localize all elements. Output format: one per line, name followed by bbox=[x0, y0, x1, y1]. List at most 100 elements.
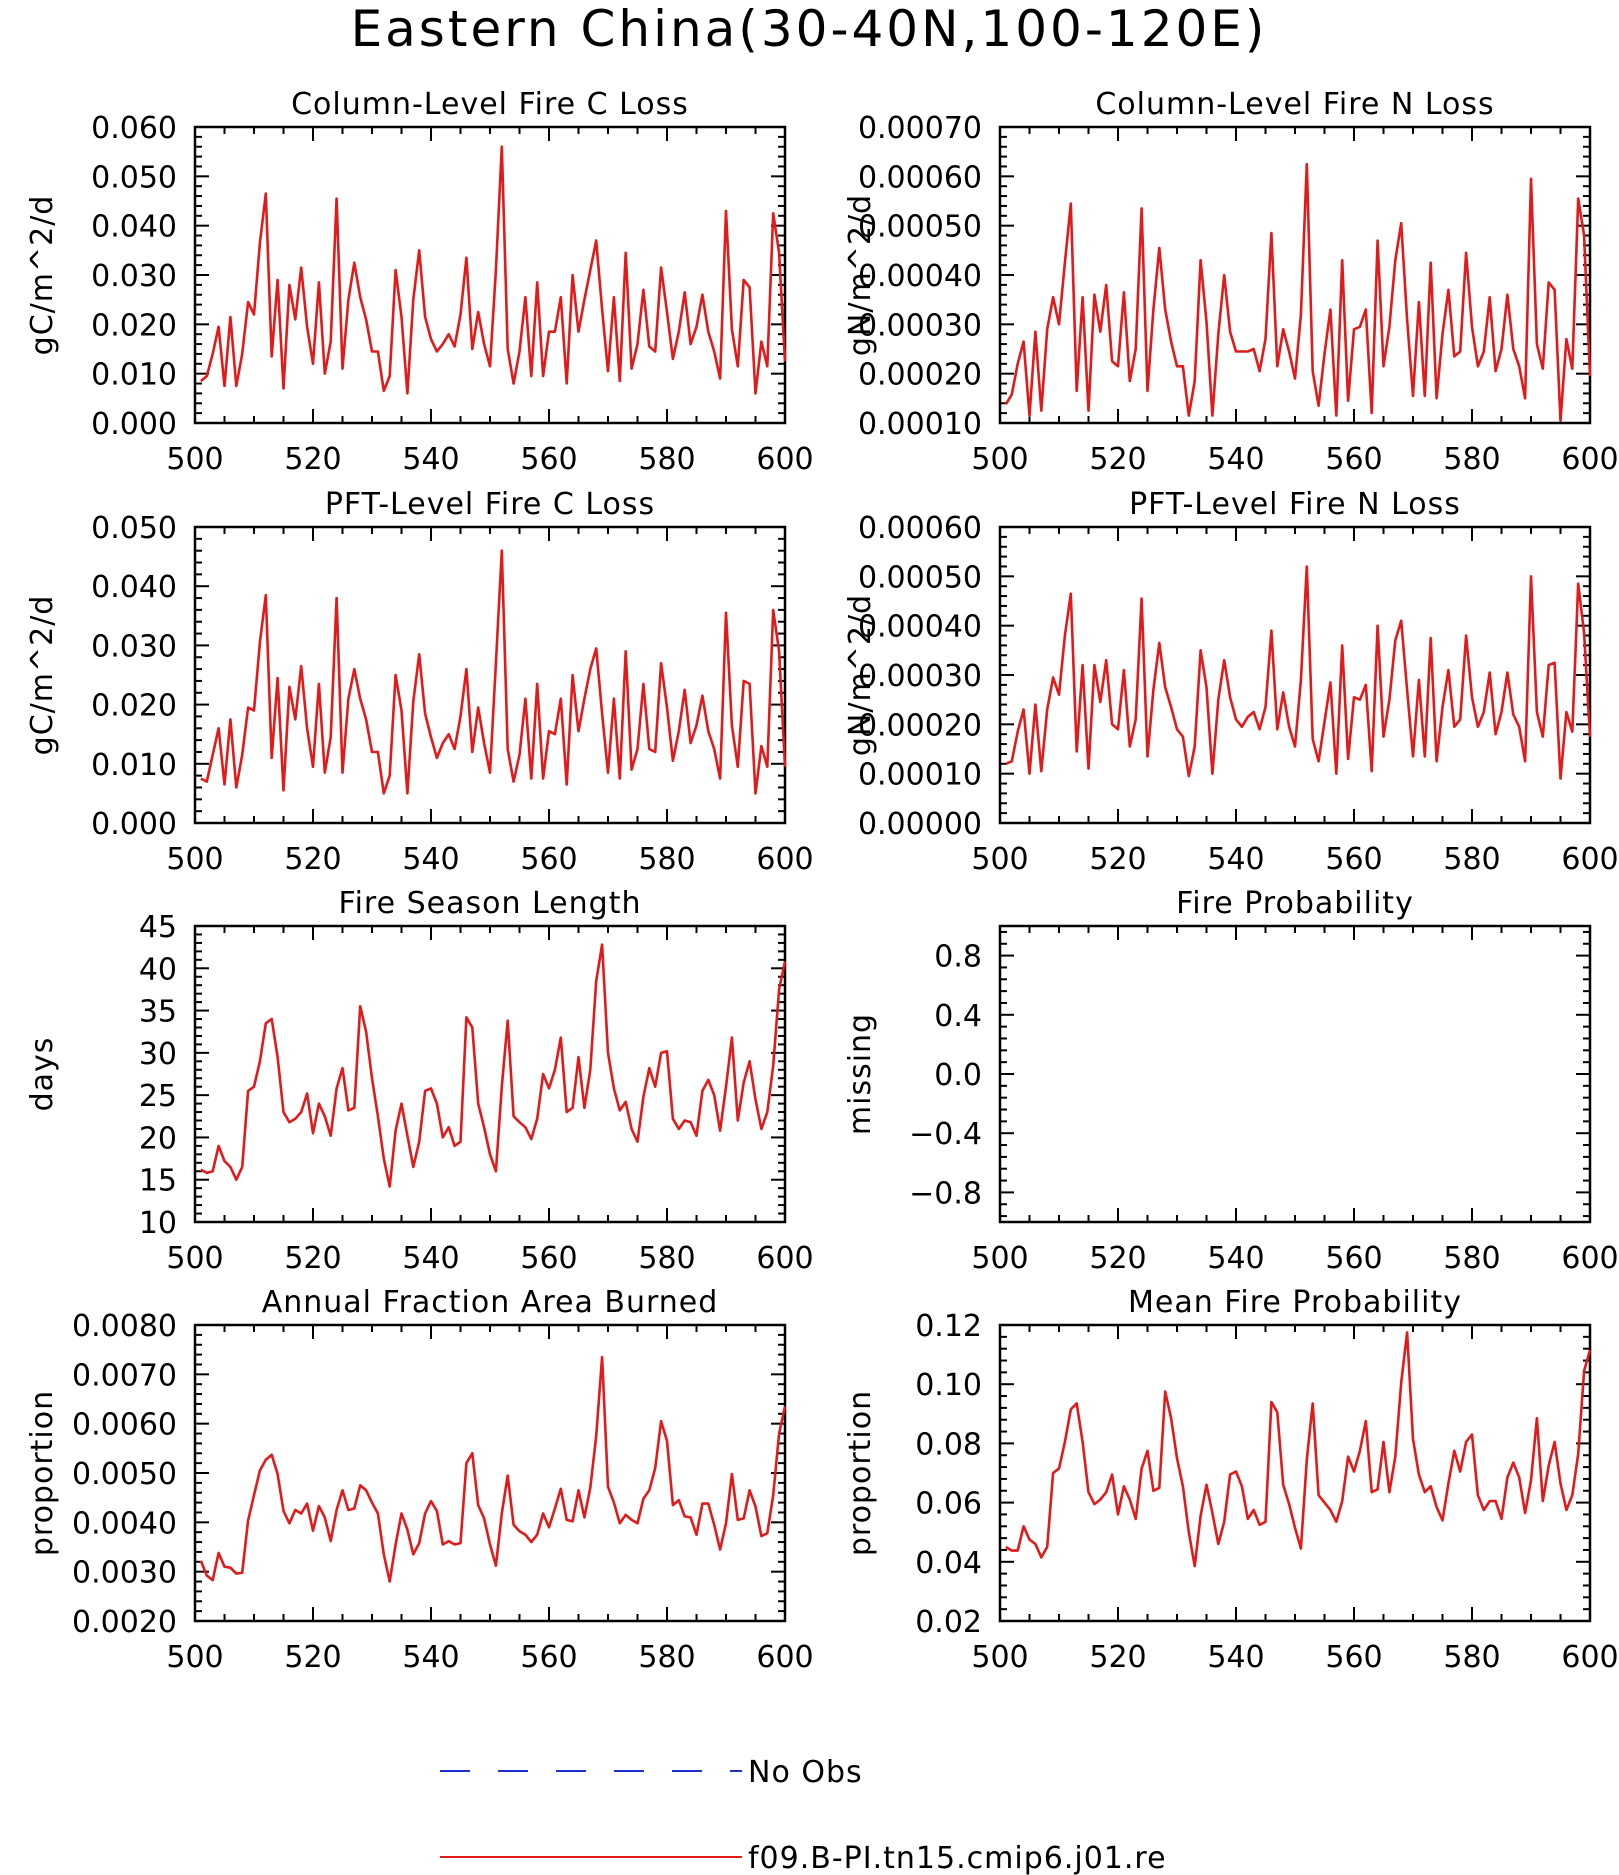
y-tick-label: 0.00030 bbox=[858, 308, 982, 343]
x-tick-label: 520 bbox=[284, 842, 341, 877]
panel-pft-level-fire-c-loss: 500 520 540 560 580 600 0.000 0.010 0.020 0.030 0.… bbox=[25, 487, 814, 877]
x-tick-label: 600 bbox=[756, 1241, 813, 1276]
y-axis-label: days bbox=[25, 1037, 60, 1112]
panel-pft-level-fire-n-loss: 500 520 540 560 580 600 0.00000 0.00010 0.00020 0… bbox=[843, 487, 1619, 877]
y-axis-label: missing bbox=[843, 1013, 878, 1135]
y-tick-label: 0.0 bbox=[934, 1058, 982, 1093]
x-tick-label: 560 bbox=[520, 442, 577, 477]
x-tick-label: 540 bbox=[1207, 1241, 1264, 1276]
x-tick-label: 600 bbox=[1561, 442, 1618, 477]
y-tick-label: 0.00020 bbox=[858, 708, 982, 743]
figure-title: Eastern China(30-40N,100-120E) bbox=[351, 0, 1268, 58]
x-tick-label: 500 bbox=[166, 842, 223, 877]
y-tick-label: 0.00040 bbox=[858, 610, 982, 645]
series-line-annual-fraction-area-burned bbox=[199, 1355, 787, 1583]
y-tick-label: 0.0020 bbox=[72, 1605, 177, 1640]
y-tick-label: 0.0050 bbox=[72, 1457, 177, 1492]
legend: No Obs f09.B-PI.tn15.cmip6.j01.re bbox=[440, 1755, 1167, 1875]
y-tick-label: 0.050 bbox=[91, 160, 177, 195]
x-tick-label: 520 bbox=[284, 1640, 341, 1675]
series-line-pft-level-fire-c-loss bbox=[200, 549, 787, 795]
series-line-fire-season-length bbox=[200, 943, 787, 1188]
x-tick-label: 600 bbox=[1561, 842, 1618, 877]
y-tick-label: 0.00040 bbox=[858, 259, 982, 294]
x-tick-label: 560 bbox=[520, 1241, 577, 1276]
x-tick-label: 540 bbox=[402, 442, 459, 477]
x-tick-label: 540 bbox=[402, 842, 459, 877]
y-tick-label: 0.00000 bbox=[858, 807, 982, 842]
y-tick-label: 25 bbox=[139, 1079, 177, 1114]
legend-label-model: f09.B-PI.tn15.cmip6.j01.re bbox=[748, 1841, 1167, 1875]
x-tick-label: 540 bbox=[1207, 842, 1264, 877]
x-tick-label: 520 bbox=[284, 442, 341, 477]
y-tick-label: 0.0060 bbox=[72, 1408, 177, 1443]
panel-title: Fire Season Length bbox=[339, 886, 642, 921]
y-tick-label: 0.0030 bbox=[72, 1556, 177, 1591]
x-tick-label: 600 bbox=[756, 842, 813, 877]
panel-column-level-fire-n-loss: 500 520 540 560 580 600 0.00010 0.00020 0.00030 0… bbox=[843, 87, 1619, 477]
y-axis-label: gC/m^2/d bbox=[25, 195, 60, 356]
x-tick-label: 580 bbox=[1443, 442, 1500, 477]
x-tick-label: 540 bbox=[402, 1241, 459, 1276]
panel-mean-fire-probability: 500 520 540 560 580 600 0.02 0.04 0.06 0.08 0.10 0.… bbox=[843, 1285, 1619, 1675]
x-tick-label: 520 bbox=[1089, 442, 1146, 477]
panel-title: PFT-Level Fire C Loss bbox=[325, 487, 655, 522]
plot-frame bbox=[998, 525, 1592, 825]
x-tick-label: 500 bbox=[166, 1241, 223, 1276]
y-tick-label: 0.0080 bbox=[72, 1309, 177, 1344]
y-tick-label: 0.00060 bbox=[858, 160, 982, 195]
panel-fire-probability: 500 520 540 560 580 600 −0.8 −0.4 0.0 0.4 0.8 Fire … bbox=[843, 886, 1619, 1276]
plot-frame bbox=[998, 924, 1592, 1224]
x-tick-label: 560 bbox=[1325, 1640, 1382, 1675]
x-tick-label: 500 bbox=[971, 1640, 1028, 1675]
x-tick-label: 580 bbox=[638, 1241, 695, 1276]
y-tick-label: 0.0040 bbox=[72, 1506, 177, 1541]
x-tick-label: 540 bbox=[1207, 442, 1264, 477]
x-tick-label: 580 bbox=[1443, 1241, 1500, 1276]
panel-grid: 500 520 540 560 580 600 0.000 0.010 0.020 0.030 0.… bbox=[25, 87, 1619, 1675]
x-tick-label: 560 bbox=[520, 1640, 577, 1675]
x-tick-label: 580 bbox=[638, 1640, 695, 1675]
y-tick-label: −0.4 bbox=[909, 1117, 982, 1152]
x-tick-label: 560 bbox=[1325, 442, 1382, 477]
plot-frame bbox=[193, 924, 787, 1224]
x-tick-label: 540 bbox=[402, 1640, 459, 1675]
y-tick-label: 0.00030 bbox=[858, 659, 982, 694]
series-line-pft-level-fire-n-loss bbox=[1005, 565, 1592, 780]
x-tick-label: 500 bbox=[971, 442, 1028, 477]
x-tick-label: 500 bbox=[166, 1640, 223, 1675]
x-tick-label: 580 bbox=[638, 842, 695, 877]
series-line-column-level-fire-n-loss bbox=[1004, 162, 1592, 422]
x-tick-label: 560 bbox=[1325, 1241, 1382, 1276]
x-tick-label: 520 bbox=[284, 1241, 341, 1276]
y-tick-label: 40 bbox=[139, 952, 177, 987]
y-tick-label: 0.010 bbox=[91, 748, 177, 783]
y-tick-label: 0.030 bbox=[91, 259, 177, 294]
panel-annual-fraction-area-burned: 500 520 540 560 580 600 0.0020 0.0030 0.0040 0.00… bbox=[25, 1285, 814, 1675]
y-tick-label: 0.00050 bbox=[858, 210, 982, 245]
x-tick-label: 560 bbox=[520, 842, 577, 877]
y-tick-label: 0.10 bbox=[915, 1368, 982, 1403]
panel-title: PFT-Level Fire N Loss bbox=[1129, 487, 1461, 522]
x-tick-label: 600 bbox=[1561, 1241, 1618, 1276]
y-tick-label: 0.060 bbox=[91, 111, 177, 146]
x-tick-label: 520 bbox=[1089, 1640, 1146, 1675]
y-tick-label: 0.040 bbox=[91, 570, 177, 605]
panel-title: Annual Fraction Area Burned bbox=[262, 1285, 719, 1320]
y-tick-label: 0.00010 bbox=[858, 407, 982, 442]
y-tick-label: 0.000 bbox=[91, 407, 177, 442]
y-tick-label: −0.8 bbox=[909, 1176, 982, 1211]
y-axis-label: proportion bbox=[25, 1390, 60, 1556]
y-tick-label: 0.050 bbox=[91, 511, 177, 546]
y-tick-label: 0.020 bbox=[91, 689, 177, 724]
x-tick-label: 560 bbox=[1325, 842, 1382, 877]
y-tick-label: 0.04 bbox=[915, 1546, 982, 1581]
panel-fire-season-length: 500 520 540 560 580 600 10 15 20 25 30 35 40 45 Fire S… bbox=[25, 886, 814, 1276]
x-tick-label: 500 bbox=[971, 1241, 1028, 1276]
panel-title: Column-Level Fire C Loss bbox=[291, 87, 689, 122]
y-tick-label: 35 bbox=[139, 995, 177, 1030]
y-tick-label: 0.4 bbox=[934, 999, 982, 1034]
plot-frame bbox=[998, 1323, 1592, 1623]
y-axis-label: gN/m^2/d bbox=[843, 194, 878, 356]
